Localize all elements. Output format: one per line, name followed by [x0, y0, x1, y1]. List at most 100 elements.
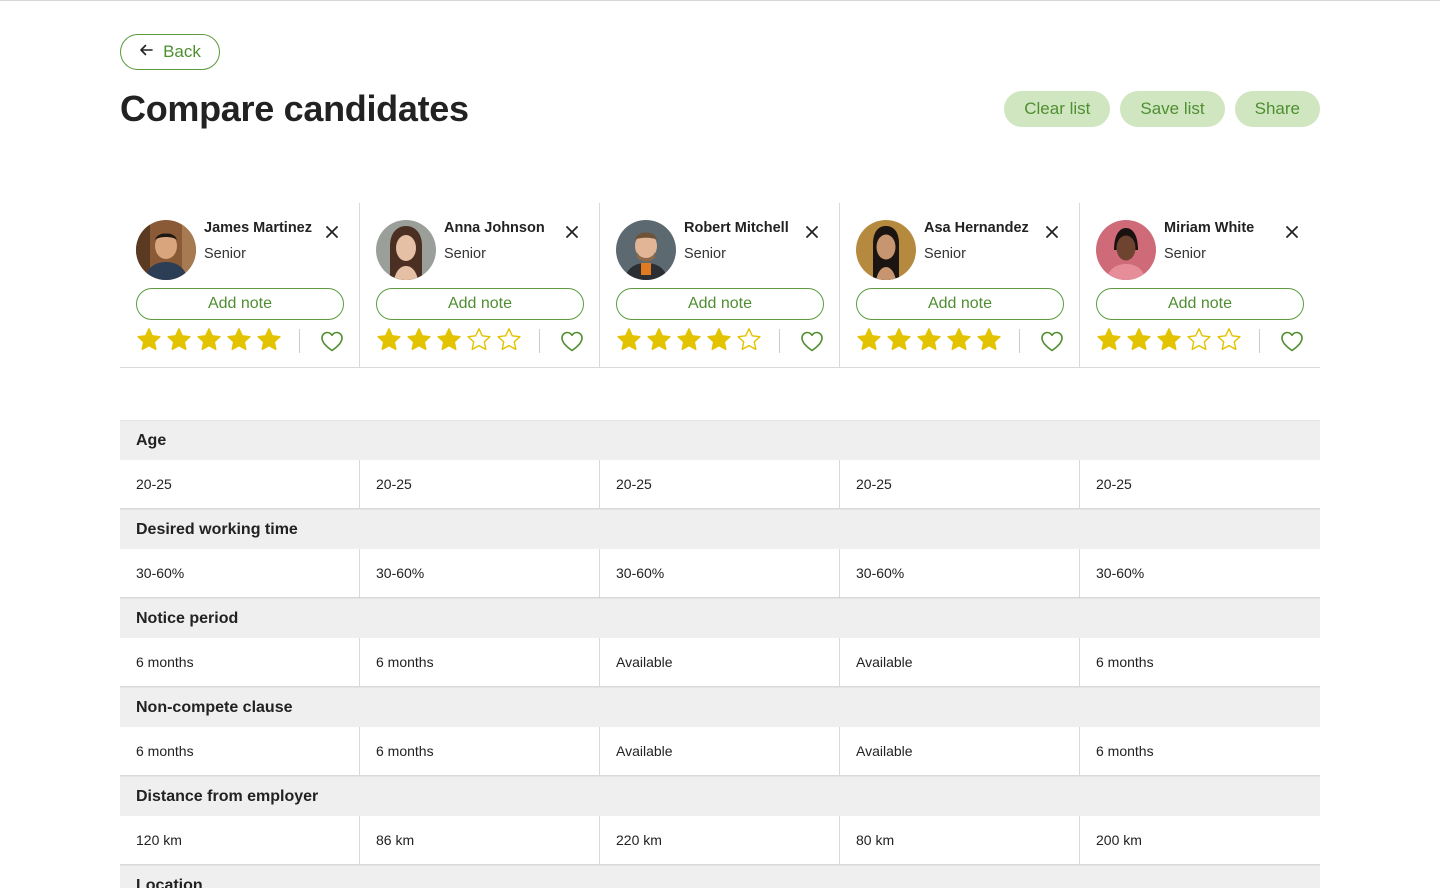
share-button[interactable]: Share [1234, 91, 1320, 127]
table-cell: Available [840, 727, 1080, 775]
avatar [856, 220, 916, 280]
table-cell: 220 km [600, 816, 840, 864]
table-cell: 20-25 [840, 460, 1080, 508]
star-empty-icon[interactable] [1186, 327, 1212, 353]
candidate-name: Miriam White [1164, 220, 1255, 236]
save-list-button[interactable]: Save list [1120, 91, 1225, 127]
star-filled-icon[interactable] [436, 327, 462, 353]
comparison-table: Age 20-25 20-25 20-25 20-25 20-25 Desire… [120, 420, 1320, 888]
clear-list-button[interactable]: Clear list [1004, 91, 1111, 127]
add-note-button[interactable]: Add note [376, 288, 584, 320]
star-filled-icon[interactable] [376, 327, 402, 353]
star-filled-icon[interactable] [256, 327, 282, 353]
star-filled-icon[interactable] [226, 327, 252, 353]
heart-icon[interactable] [800, 330, 824, 352]
candidate-card: Anna Johnson Senior Add note [360, 203, 600, 367]
table-cell: 30-60% [1096, 565, 1145, 581]
close-icon[interactable] [1284, 224, 1300, 240]
table-row: 30-60% 30-60% 30-60% 30-60% 30-60% [120, 549, 1320, 598]
table-row: 20-25 20-25 20-25 20-25 20-25 [120, 460, 1320, 509]
add-note-button[interactable]: Add note [616, 288, 824, 320]
star-empty-icon[interactable] [466, 327, 492, 353]
candidate-role: Senior [924, 246, 966, 262]
close-icon[interactable] [564, 224, 580, 240]
star-filled-icon[interactable] [406, 327, 432, 353]
candidate-role: Senior [444, 246, 486, 262]
star-filled-icon[interactable] [1156, 327, 1182, 353]
divider [299, 329, 300, 353]
star-empty-icon[interactable] [736, 327, 762, 353]
table-row: 6 months 6 months Available Available 6 … [120, 638, 1320, 687]
section-header-non-compete: Non-compete clause [120, 687, 1320, 727]
candidate-name: James Martinez [204, 220, 312, 236]
section-header-location: Location [120, 865, 1320, 888]
star-filled-icon[interactable] [946, 327, 972, 353]
star-empty-icon[interactable] [1216, 327, 1242, 353]
candidate-role: Senior [204, 246, 246, 262]
table-cell: 6 months [120, 638, 360, 686]
arrow-left-icon [139, 42, 153, 62]
table-cell: 120 km [120, 816, 360, 864]
close-icon[interactable] [324, 224, 340, 240]
top-border [0, 0, 1440, 1]
table-cell: 6 months [360, 638, 600, 686]
avatar [376, 220, 436, 280]
table-cell: Available [600, 727, 840, 775]
candidate-card: James Martinez Senior Add note [120, 203, 360, 367]
close-icon[interactable] [804, 224, 820, 240]
star-filled-icon[interactable] [676, 327, 702, 353]
avatar [616, 220, 676, 280]
page-title: Compare candidates [120, 88, 469, 129]
candidate-card: Robert Mitchell Senior Add note [600, 203, 840, 367]
back-button[interactable]: Back [120, 34, 220, 70]
candidate-role: Senior [1164, 246, 1206, 262]
divider [539, 329, 540, 353]
candidate-cards: James Martinez Senior Add note Anna John… [120, 203, 1320, 368]
star-rating [1096, 327, 1242, 353]
candidate-card: Miriam White Senior Add note [1080, 203, 1320, 367]
divider [1259, 329, 1260, 353]
table-cell: 30-60% [600, 549, 840, 597]
table-cell: 20-25 [360, 460, 600, 508]
table-row: 6 months 6 months Available Available 6 … [120, 727, 1320, 776]
star-filled-icon[interactable] [166, 327, 192, 353]
add-note-button[interactable]: Add note [856, 288, 1064, 320]
star-filled-icon[interactable] [856, 327, 882, 353]
candidate-name: Anna Johnson [444, 220, 545, 236]
section-header-notice-period: Notice period [120, 598, 1320, 638]
heart-icon[interactable] [560, 330, 584, 352]
table-cell: 80 km [840, 816, 1080, 864]
close-icon[interactable] [1044, 224, 1060, 240]
candidate-name: Asa Hernandez [924, 220, 1029, 236]
star-filled-icon[interactable] [616, 327, 642, 353]
star-rating [856, 327, 1002, 353]
heart-icon[interactable] [1040, 330, 1064, 352]
star-filled-icon[interactable] [916, 327, 942, 353]
section-header-working-time: Desired working time [120, 509, 1320, 549]
star-empty-icon[interactable] [496, 327, 522, 353]
candidate-name: Robert Mitchell [684, 220, 789, 236]
star-filled-icon[interactable] [886, 327, 912, 353]
star-rating [136, 327, 282, 353]
star-rating [616, 327, 762, 353]
star-filled-icon[interactable] [976, 327, 1002, 353]
star-filled-icon[interactable] [136, 327, 162, 353]
star-rating [376, 327, 522, 353]
star-filled-icon[interactable] [646, 327, 672, 353]
divider [779, 329, 780, 353]
star-filled-icon[interactable] [706, 327, 732, 353]
table-cell: 6 months [360, 727, 600, 775]
candidate-card: Asa Hernandez Senior Add note [840, 203, 1080, 367]
add-note-button[interactable]: Add note [136, 288, 344, 320]
add-note-button[interactable]: Add note [1096, 288, 1304, 320]
list-actions: Clear list Save list Share [1004, 91, 1320, 127]
star-filled-icon[interactable] [1096, 327, 1122, 353]
table-cell: 30-60% [840, 549, 1080, 597]
heart-icon[interactable] [320, 330, 344, 352]
table-cell: 30-60% [360, 549, 600, 597]
heart-icon[interactable] [1280, 330, 1304, 352]
table-cell: 6 months [120, 727, 360, 775]
divider [1019, 329, 1020, 353]
star-filled-icon[interactable] [1126, 327, 1152, 353]
star-filled-icon[interactable] [196, 327, 222, 353]
